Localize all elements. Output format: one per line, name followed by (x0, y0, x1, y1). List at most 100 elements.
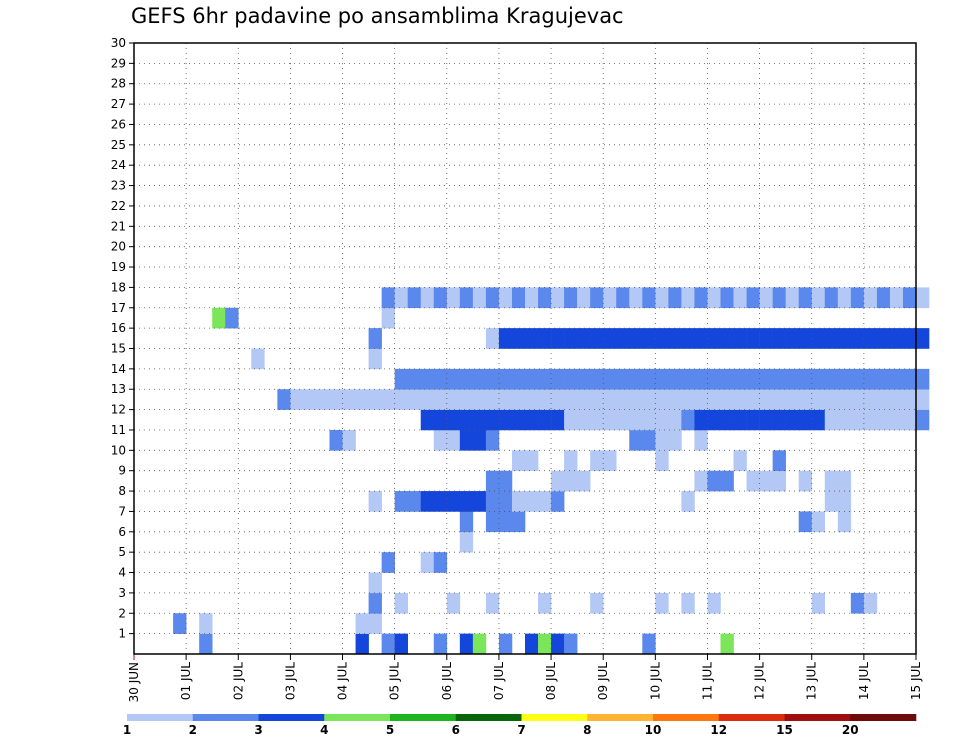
heatmap-cell (850, 328, 865, 349)
heatmap-cell (420, 287, 435, 309)
colorbar-label: 5 (386, 723, 394, 737)
heatmap-cell (916, 389, 930, 410)
heatmap-cell (446, 409, 461, 431)
heatmap-cell (902, 328, 917, 349)
heatmap-cell (863, 328, 878, 349)
x-tick-label: 08 JUL (544, 662, 558, 700)
heatmap-cell (798, 409, 813, 431)
colorbar-label: 3 (254, 723, 262, 737)
heatmap-cell (811, 409, 826, 431)
heatmap-cell (811, 592, 826, 614)
heatmap-cell (785, 389, 799, 410)
heatmap-cell (720, 633, 734, 655)
heatmap-cell (472, 633, 487, 655)
colorbar-label: 12 (710, 723, 727, 737)
heatmap-cell (668, 287, 682, 309)
heatmap-cell (525, 409, 539, 431)
heatmap-cell (668, 328, 682, 349)
heatmap-cell (577, 389, 591, 410)
heatmap-cell (381, 552, 395, 573)
heatmap-cell (485, 389, 500, 410)
heatmap-cell (655, 389, 669, 410)
colorbar-segment (455, 714, 522, 721)
heatmap-cell (824, 491, 839, 512)
heatmap-cell (707, 470, 721, 492)
heatmap-cell (368, 572, 382, 594)
y-tick-label: 12 (111, 403, 126, 417)
heatmap-cell (394, 389, 408, 410)
heatmap-cell (459, 429, 474, 451)
heatmap-cell (629, 287, 643, 309)
heatmap-cell (472, 429, 487, 451)
heatmap-cell (655, 287, 669, 309)
heatmap-cell (863, 368, 878, 390)
heatmap-cell (525, 287, 539, 309)
heatmap-cell (681, 491, 695, 512)
heatmap-cell (394, 592, 408, 614)
heatmap-cell (525, 328, 539, 349)
x-tick-label: 04 JUL (336, 662, 350, 700)
colorbar-segment (258, 714, 325, 721)
colorbar-label: 2 (189, 723, 197, 737)
heatmap-cell (420, 491, 435, 512)
heatmap-cell (511, 491, 526, 512)
heatmap-cell (824, 409, 839, 431)
heatmap-cell (694, 409, 708, 431)
y-tick-label: 17 (111, 301, 126, 315)
y-tick-label: 28 (111, 77, 126, 91)
y-tick-label: 22 (111, 199, 126, 213)
heatmap-cell (876, 389, 891, 410)
heatmap-cell (355, 389, 369, 410)
heatmap-cell (381, 389, 395, 410)
heatmap-cell (824, 328, 839, 349)
heatmap-cell (511, 409, 526, 431)
y-tick-label: 24 (111, 158, 126, 172)
heatmap-cell (251, 348, 265, 370)
heatmap-cell (889, 409, 904, 431)
heatmap-cell (759, 328, 773, 349)
heatmap-cell (863, 287, 878, 309)
y-tick-label: 16 (111, 321, 126, 335)
heatmap-cell (433, 389, 448, 410)
heatmap-cell (199, 633, 213, 655)
heatmap-cell (655, 592, 669, 614)
heatmap-cell (459, 368, 474, 390)
heatmap-cell (368, 348, 382, 370)
y-axis-ticks: 1234567891011121314151617181920212223242… (111, 36, 134, 641)
heatmap-cell (420, 552, 435, 573)
heatmap-cell (538, 592, 552, 614)
y-tick-label: 18 (111, 280, 126, 294)
heatmap-cell (902, 409, 917, 431)
heatmap-cell (720, 470, 734, 492)
y-tick-label: 6 (118, 525, 126, 539)
heatmap-cell (420, 389, 435, 410)
heatmap-cell (433, 409, 448, 431)
heatmap-cell (746, 409, 760, 431)
heatmap-cell (694, 368, 708, 390)
y-tick-label: 14 (111, 362, 126, 376)
heatmap-cell (798, 328, 813, 349)
heatmap-cell (629, 389, 643, 410)
heatmap-cell (863, 389, 878, 410)
heatmap-cell (655, 450, 669, 471)
y-tick-label: 23 (111, 179, 126, 193)
heatmap-cell (433, 429, 448, 451)
heatmap-cell (459, 287, 474, 309)
heatmap-cell (707, 389, 721, 410)
heatmap-cell (538, 491, 552, 512)
heatmap-cell (798, 287, 813, 309)
heatmap-cell (850, 592, 865, 614)
heatmap-cell (329, 389, 343, 410)
heatmap-cell (642, 429, 656, 451)
colorbar-segment (521, 714, 588, 721)
heatmap-cell (199, 613, 213, 634)
heatmap-cell (837, 491, 852, 512)
heatmap-cell (485, 592, 500, 614)
heatmap-cell (485, 287, 500, 309)
x-tick-label: 12 JUL (753, 662, 767, 700)
heatmap-cell (837, 287, 852, 309)
heatmap-cell (772, 368, 786, 390)
heatmap-cell (916, 287, 930, 309)
heatmap-cell (551, 287, 565, 309)
heatmap-cell (642, 633, 656, 655)
